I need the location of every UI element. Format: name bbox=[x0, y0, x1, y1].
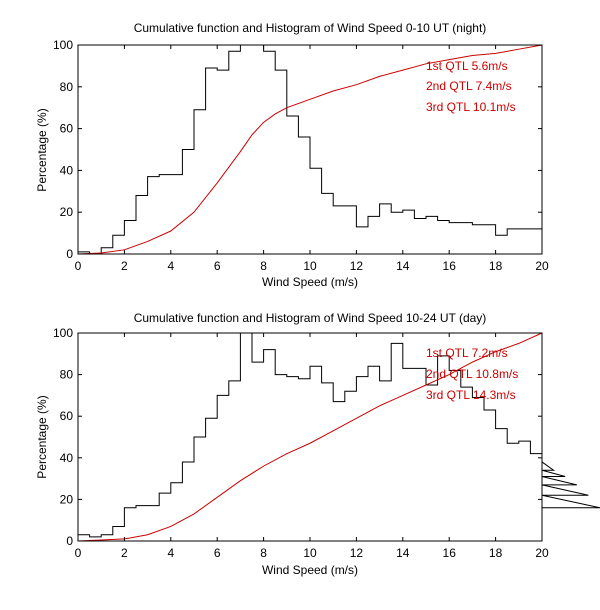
chart-night-histogram-series bbox=[77, 44, 543, 255]
chart-day-y-tick-label: 100 bbox=[53, 326, 73, 340]
chart-day-x-tick-label: 4 bbox=[167, 546, 174, 560]
chart-day-y-tick-label: 0 bbox=[66, 534, 73, 548]
chart-night-title: Cumulative function and Histogram of Win… bbox=[134, 21, 487, 35]
chart-night-plot-area: 0 2 4 6 8 10 12 14 16 18 20 0 20 40 60 80 100 bbox=[53, 38, 549, 273]
chart-night-quartile-1: 1st QTL 5.6m/s bbox=[426, 59, 508, 73]
chart-night-x-tick-label: 18 bbox=[489, 259, 503, 273]
chart-day-quartile-3: 3rd QTL 14.3m/s bbox=[426, 388, 516, 402]
chart-day-y-tick-label: 20 bbox=[60, 492, 74, 506]
chart-night-y-tick-label: 20 bbox=[60, 205, 74, 219]
chart-night-y-axis-label: Percentage (%) bbox=[35, 108, 49, 191]
chart-night-x-tick-label: 6 bbox=[214, 259, 221, 273]
chart-night-y-tick-label: 40 bbox=[60, 163, 74, 177]
chart-day-x-tick-label: 2 bbox=[121, 546, 128, 560]
chart-night-x-tick-label: 12 bbox=[350, 259, 364, 273]
chart-day-x-tick-label: 20 bbox=[535, 546, 549, 560]
chart-day-histogram-series bbox=[77, 332, 600, 541]
chart-day-y-axis-label: Percentage (%) bbox=[35, 395, 49, 478]
chart-night-y-tick-label: 60 bbox=[60, 122, 74, 136]
chart-night-x-axis-label: Wind Speed (m/s) bbox=[262, 275, 358, 289]
chart-day-x-tick-label: 16 bbox=[443, 546, 457, 560]
chart-day-quartile-1: 1st QTL 7.2m/s bbox=[426, 346, 508, 360]
chart-day-x-tick-label: 6 bbox=[214, 546, 221, 560]
chart-night-x-tick-label: 4 bbox=[167, 259, 174, 273]
chart-night-x-tick-label: 14 bbox=[396, 259, 410, 273]
chart-night-x-tick-label: 16 bbox=[443, 259, 457, 273]
chart-night-quartile-3: 3rd QTL 10.1m/s bbox=[426, 100, 516, 114]
chart-night-y-tick-label: 0 bbox=[66, 247, 73, 261]
chart-night-x-tick-label: 8 bbox=[260, 259, 267, 273]
chart-day-x-tick-label: 12 bbox=[350, 546, 364, 560]
chart-day-y-tick-label: 60 bbox=[60, 409, 74, 423]
chart-night-y-tick-label: 80 bbox=[60, 80, 74, 94]
chart-night-x-tick-label: 10 bbox=[303, 259, 317, 273]
chart-night: Cumulative function and Histogram of Win… bbox=[35, 21, 549, 289]
chart-day-x-tick-label: 10 bbox=[303, 546, 317, 560]
chart-day-x-tick-label: 0 bbox=[75, 546, 82, 560]
chart-night-y-tick-label: 100 bbox=[53, 38, 73, 52]
chart-day-x-tick-label: 14 bbox=[396, 546, 410, 560]
chart-night-cumulative-series bbox=[77, 44, 543, 255]
chart-day-x-tick-label: 8 bbox=[260, 546, 267, 560]
chart-day-y-tick-label: 80 bbox=[60, 368, 74, 382]
chart-day-y-tick-label: 40 bbox=[60, 451, 74, 465]
chart-day-title: Cumulative function and Histogram of Win… bbox=[134, 311, 487, 325]
chart-day-quartile-2: 2nd QTL 10.8m/s bbox=[426, 367, 518, 381]
chart-night-quartile-2: 2nd QTL 7.4m/s bbox=[426, 79, 512, 93]
chart-night-x-tick-label: 2 bbox=[121, 259, 128, 273]
chart-day: Cumulative function and Histogram of Win… bbox=[35, 311, 600, 577]
chart-day-x-axis-label: Wind Speed (m/s) bbox=[262, 563, 358, 577]
chart-day-x-tick-label: 18 bbox=[489, 546, 503, 560]
chart-day-plot-area: 0 2 4 6 8 10 12 14 16 18 20 0 20 40 60 80 100 bbox=[53, 326, 600, 560]
chart-day-cumulative-series bbox=[77, 332, 543, 542]
chart-night-x-tick-label: 0 bbox=[75, 259, 82, 273]
chart-night-x-tick-label: 20 bbox=[535, 259, 549, 273]
